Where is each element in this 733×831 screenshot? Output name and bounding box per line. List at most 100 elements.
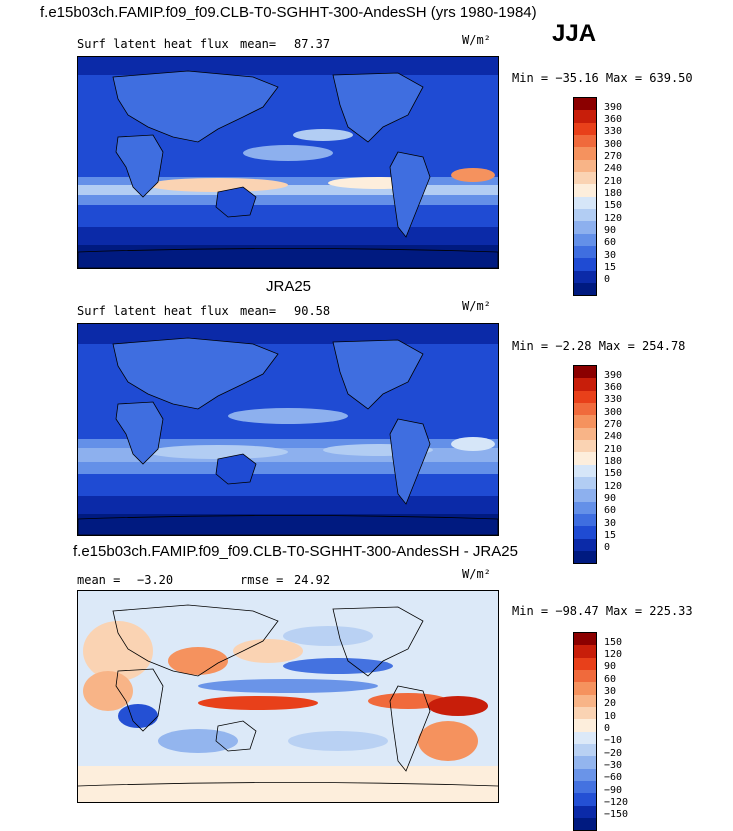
panel2-colorbar-swatch xyxy=(574,366,596,379)
panel3-tick: 20 xyxy=(604,698,617,709)
panel2-map xyxy=(77,323,499,536)
panel3-colorbar-swatch xyxy=(574,694,596,707)
panel1-tick: 390 xyxy=(604,102,623,113)
panel2-colorbar-swatch xyxy=(574,452,596,465)
panel2-tick: 300 xyxy=(604,407,623,418)
panel1-colorbar-swatch xyxy=(574,171,596,185)
panel3-colorbar-swatch xyxy=(574,731,596,744)
panel3-colorbar xyxy=(573,632,597,831)
panel2-tick: 120 xyxy=(604,481,623,492)
panel1-tick: 30 xyxy=(604,250,617,261)
panel1-mean-label: mean= xyxy=(240,37,277,51)
panel2-colorbar-swatch xyxy=(574,415,596,428)
figure-title: f.e15b03ch.FAMIP.f09_f09.CLB-T0-SGHHT-30… xyxy=(40,4,537,21)
panel2-tick: 60 xyxy=(604,505,617,516)
panel2-colorbar-swatch xyxy=(574,427,596,440)
panel2-colorbar-swatch xyxy=(574,526,596,539)
panel2-tick: 330 xyxy=(604,394,623,405)
panel3-colorbar-swatch xyxy=(574,719,596,732)
panel1-tick: 300 xyxy=(604,139,623,150)
panel3-colorbar-swatch xyxy=(574,669,596,683)
panel1-units: W/m² xyxy=(462,33,491,47)
panel1-colorbar-swatch xyxy=(574,221,596,234)
panel3-colorbar-swatch xyxy=(574,682,596,695)
panel2-colorbar-swatch xyxy=(574,550,596,564)
panel1-colorbar-swatch xyxy=(574,134,596,148)
panel1-colorbar-swatch xyxy=(574,122,596,135)
panel3-tick: 0 xyxy=(604,723,611,734)
panel2-tick: 390 xyxy=(604,370,623,381)
panel3-tick: 10 xyxy=(604,711,617,722)
panel1-tick: 210 xyxy=(604,176,623,187)
season-label: JJA xyxy=(552,20,597,47)
panel1-tick: 240 xyxy=(604,163,623,174)
panel3-tick: −150 xyxy=(604,809,629,820)
panel3-tick: 150 xyxy=(604,637,623,648)
panel3-tick: −20 xyxy=(604,748,623,759)
panel2-tick: 270 xyxy=(604,419,623,430)
panel3-colorbar-swatch xyxy=(574,805,596,818)
panel2-tick: 150 xyxy=(604,468,623,479)
panel2-tick: 240 xyxy=(604,431,623,442)
panel2-mean-value: 90.58 xyxy=(294,304,331,318)
panel3-colorbar-swatch xyxy=(574,633,596,646)
panel3-tick: −90 xyxy=(604,785,623,796)
panel1-colorbar-swatch xyxy=(574,233,596,246)
panel1-tick: 360 xyxy=(604,114,623,125)
panel3-tick: −120 xyxy=(604,797,629,808)
panel2-colorbar-swatch xyxy=(574,439,596,453)
panel2-minmax: Min = −2.28 Max = 254.78 xyxy=(512,339,686,353)
panel2-colorbar-swatch xyxy=(574,464,596,477)
panel1-tick: 180 xyxy=(604,188,623,199)
panel3-mean-label: mean = xyxy=(77,573,121,587)
panel2-colorbar-swatch xyxy=(574,402,596,416)
panel1-variable: Surf latent heat flux xyxy=(77,37,229,51)
panel2-colorbar-swatch xyxy=(574,476,596,490)
panel1-tick: 90 xyxy=(604,225,617,236)
panel1-colorbar-swatch xyxy=(574,270,596,283)
panel1-map xyxy=(77,56,499,269)
panel3-colorbar-swatch xyxy=(574,793,596,806)
panel2-colorbar xyxy=(573,365,597,565)
panel2-mean-label: mean= xyxy=(240,304,277,318)
panel3-tick: 120 xyxy=(604,649,623,660)
panel3-tick: 90 xyxy=(604,661,617,672)
panel3-tick: 30 xyxy=(604,686,617,697)
panel1-mean-value: 87.37 xyxy=(294,37,331,51)
panel3-units: W/m² xyxy=(462,567,491,581)
panel1-colorbar-swatch xyxy=(574,245,596,259)
panel1-colorbar-swatch xyxy=(574,98,596,111)
panel2-tick: 0 xyxy=(604,542,611,553)
panel1-colorbar-swatch xyxy=(574,184,596,197)
panel3-colorbar-swatch xyxy=(574,768,596,781)
panel1-colorbar xyxy=(573,97,597,297)
panel3-minmax: Min = −98.47 Max = 225.33 xyxy=(512,604,693,618)
panel3-map xyxy=(77,590,499,803)
panel2-colorbar-swatch xyxy=(574,378,596,391)
panel3-tick: 60 xyxy=(604,674,617,685)
panel1-tick: 15 xyxy=(604,262,617,273)
panel2-colorbar-swatch xyxy=(574,513,596,527)
panel3-colorbar-swatch xyxy=(574,817,596,831)
panel3-map-field xyxy=(78,591,498,802)
panel3-rmse-value: 24.92 xyxy=(294,573,331,587)
panel3-colorbar-swatch xyxy=(574,780,596,794)
panel3-title: f.e15b03ch.FAMIP.f09_f09.CLB-T0-SGHHT-30… xyxy=(73,543,518,560)
panel1-tick: 60 xyxy=(604,237,617,248)
panel1-colorbar-swatch xyxy=(574,159,596,172)
panel2-variable: Surf latent heat flux xyxy=(77,304,229,318)
panel1-colorbar-swatch xyxy=(574,147,596,160)
panel2-tick: 180 xyxy=(604,456,623,467)
panel1-colorbar-swatch xyxy=(574,208,596,222)
panel2-tick: 210 xyxy=(604,444,623,455)
panel2-colorbar-swatch xyxy=(574,489,596,502)
panel3-mean-value: −3.20 xyxy=(137,573,174,587)
panel1-tick: 150 xyxy=(604,200,623,211)
panel2-tick: 90 xyxy=(604,493,617,504)
panel1-tick: 120 xyxy=(604,213,623,224)
panel1-tick: 330 xyxy=(604,126,623,137)
panel2-colorbar-swatch xyxy=(574,390,596,403)
panel3-tick: −30 xyxy=(604,760,623,771)
panel2-units: W/m² xyxy=(462,299,491,313)
panel2-map-field xyxy=(78,324,498,535)
